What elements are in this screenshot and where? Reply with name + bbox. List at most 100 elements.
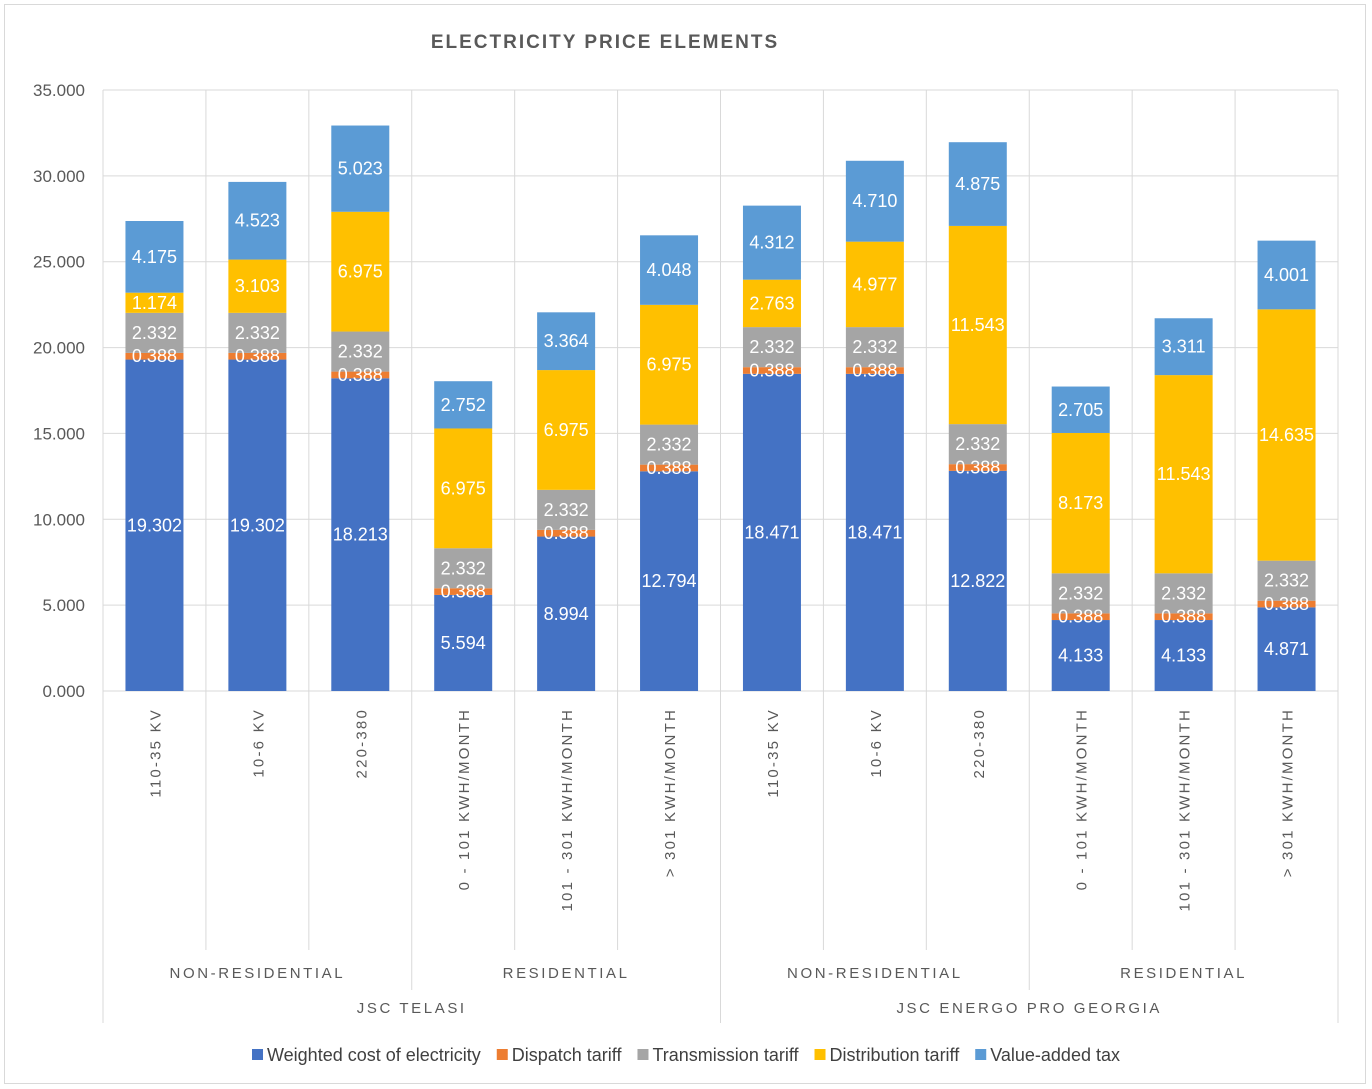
data-label: 8.173 (1058, 493, 1103, 513)
legend-swatch (637, 1049, 648, 1060)
y-tick-label: 25.000 (33, 253, 85, 272)
y-tick-label: 15.000 (33, 424, 85, 443)
data-label: 4.312 (749, 233, 794, 253)
group-label: JSC ENERGO PRO GEORGIA (896, 1000, 1162, 1017)
data-label: 14.635 (1259, 425, 1314, 445)
legend-swatch (815, 1049, 826, 1060)
legend-swatch (497, 1049, 508, 1060)
legend: Weighted cost of electricity Dispatch tar… (252, 1045, 1120, 1065)
x-tick-label: 101 - 301 KWH/MONTH (559, 708, 576, 912)
legend-label: Dispatch tariff (512, 1045, 623, 1065)
data-label: 2.332 (235, 323, 280, 343)
data-label: 1.174 (132, 293, 177, 313)
data-label: 18.213 (333, 525, 388, 545)
data-label: 2.332 (749, 337, 794, 357)
data-label: 4.133 (1161, 646, 1206, 666)
gridlines (103, 90, 1338, 1023)
legend-label: Value-added tax (990, 1045, 1120, 1065)
data-label: 18.471 (744, 522, 799, 542)
legend-swatch (252, 1049, 263, 1060)
data-label: 4.001 (1264, 265, 1309, 285)
data-label: 18.471 (847, 522, 902, 542)
x-tick-label: 110-35 KV (147, 708, 164, 798)
y-tick-label: 0.000 (42, 682, 85, 701)
data-label: 0.388 (544, 523, 589, 543)
data-label: 12.794 (642, 571, 697, 591)
data-label: 2.332 (132, 323, 177, 343)
y-axis-ticks: 0.000 5.000 10.000 15.000 20.000 25.000 30.000… (33, 81, 85, 701)
data-label: 2.332 (647, 435, 692, 455)
legend-label: Weighted cost of electricity (267, 1045, 481, 1065)
data-label: 4.048 (647, 260, 692, 280)
data-label: 0.388 (852, 360, 897, 380)
y-tick-label: 30.000 (33, 167, 85, 186)
subgroup-label: NON-RESIDENTIAL (787, 965, 963, 982)
data-label: 0.388 (749, 360, 794, 380)
data-label: 2.332 (544, 500, 589, 520)
x-tick-label: 101 - 301 KWH/MONTH (1177, 708, 1194, 912)
data-label: 2.332 (338, 342, 383, 362)
data-label: 2.332 (1264, 571, 1309, 591)
y-tick-label: 5.000 (42, 596, 85, 615)
data-label: 11.543 (951, 315, 1005, 335)
x-tick-label: 0 - 101 KWH/MONTH (1074, 708, 1091, 890)
data-label: 11.543 (1157, 464, 1211, 484)
data-label: 2.752 (441, 395, 486, 415)
data-label: 19.302 (127, 515, 182, 535)
data-label: 0.388 (955, 457, 1000, 477)
data-label: 4.710 (852, 191, 897, 211)
data-label: 2.332 (955, 434, 1000, 454)
data-label: 8.994 (544, 604, 589, 624)
legend-swatch (975, 1049, 986, 1060)
y-tick-label: 20.000 (33, 339, 85, 358)
data-label: 4.175 (132, 247, 177, 267)
data-label: 6.975 (338, 262, 383, 282)
data-label: 4.875 (955, 174, 1000, 194)
data-label: 3.311 (1162, 337, 1206, 357)
subgroup-label: NON-RESIDENTIAL (170, 965, 346, 982)
data-label: 2.332 (1161, 583, 1206, 603)
data-label: 0.388 (235, 346, 280, 366)
x-tick-label: 220-380 (353, 708, 370, 778)
data-label: 3.364 (544, 331, 589, 351)
x-tick-label: 10-6 KV (868, 708, 885, 778)
x-tick-label: 10-6 KV (250, 708, 267, 778)
subgroup-label: RESIDENTIAL (503, 965, 630, 982)
data-label: 2.763 (749, 293, 794, 313)
group-label: JSC TELASI (357, 1000, 467, 1017)
x-tick-label: > 301 KWH/MONTH (1280, 708, 1297, 877)
data-label: 6.975 (647, 355, 692, 375)
data-label: 4.871 (1264, 639, 1309, 659)
x-tick-label: 220-380 (971, 708, 988, 778)
data-label: 6.975 (544, 420, 589, 440)
x-tick-label: 0 - 101 KWH/MONTH (456, 708, 473, 890)
legend-label: Transmission tariff (652, 1045, 799, 1065)
data-label: 6.975 (441, 478, 486, 498)
data-label: 0.388 (441, 582, 486, 602)
data-label: 0.388 (338, 365, 383, 385)
data-label: 0.388 (132, 346, 177, 366)
y-tick-label: 35.000 (33, 81, 85, 100)
subgroup-label: RESIDENTIAL (1120, 965, 1247, 982)
chart-title: ELECTRICITY PRICE ELEMENTS (431, 32, 779, 53)
data-label: 2.332 (1058, 583, 1103, 603)
data-label: 4.133 (1058, 646, 1103, 666)
data-label: 5.023 (338, 159, 383, 179)
data-label: 2.332 (441, 558, 486, 578)
data-label: 0.388 (647, 458, 692, 478)
legend-label: Distribution tariff (830, 1045, 961, 1065)
data-label: 12.822 (950, 571, 1005, 591)
data-label: 0.388 (1058, 607, 1103, 627)
x-tick-label: 110-35 KV (765, 708, 782, 798)
x-tick-label: > 301 KWH/MONTH (662, 708, 679, 877)
data-label: 3.103 (235, 276, 280, 296)
data-label: 5.594 (441, 633, 486, 653)
x-axis: 110-35 KV 10-6 KV 220-380 0 - 101 KWH/MONTH… (147, 708, 1296, 1017)
data-label: 2.332 (852, 337, 897, 357)
data-label: 0.388 (1161, 607, 1206, 627)
y-tick-label: 10.000 (33, 510, 85, 529)
data-label: 2.705 (1058, 400, 1103, 420)
data-label: 0.388 (1264, 594, 1309, 614)
data-label: 4.523 (235, 211, 280, 231)
